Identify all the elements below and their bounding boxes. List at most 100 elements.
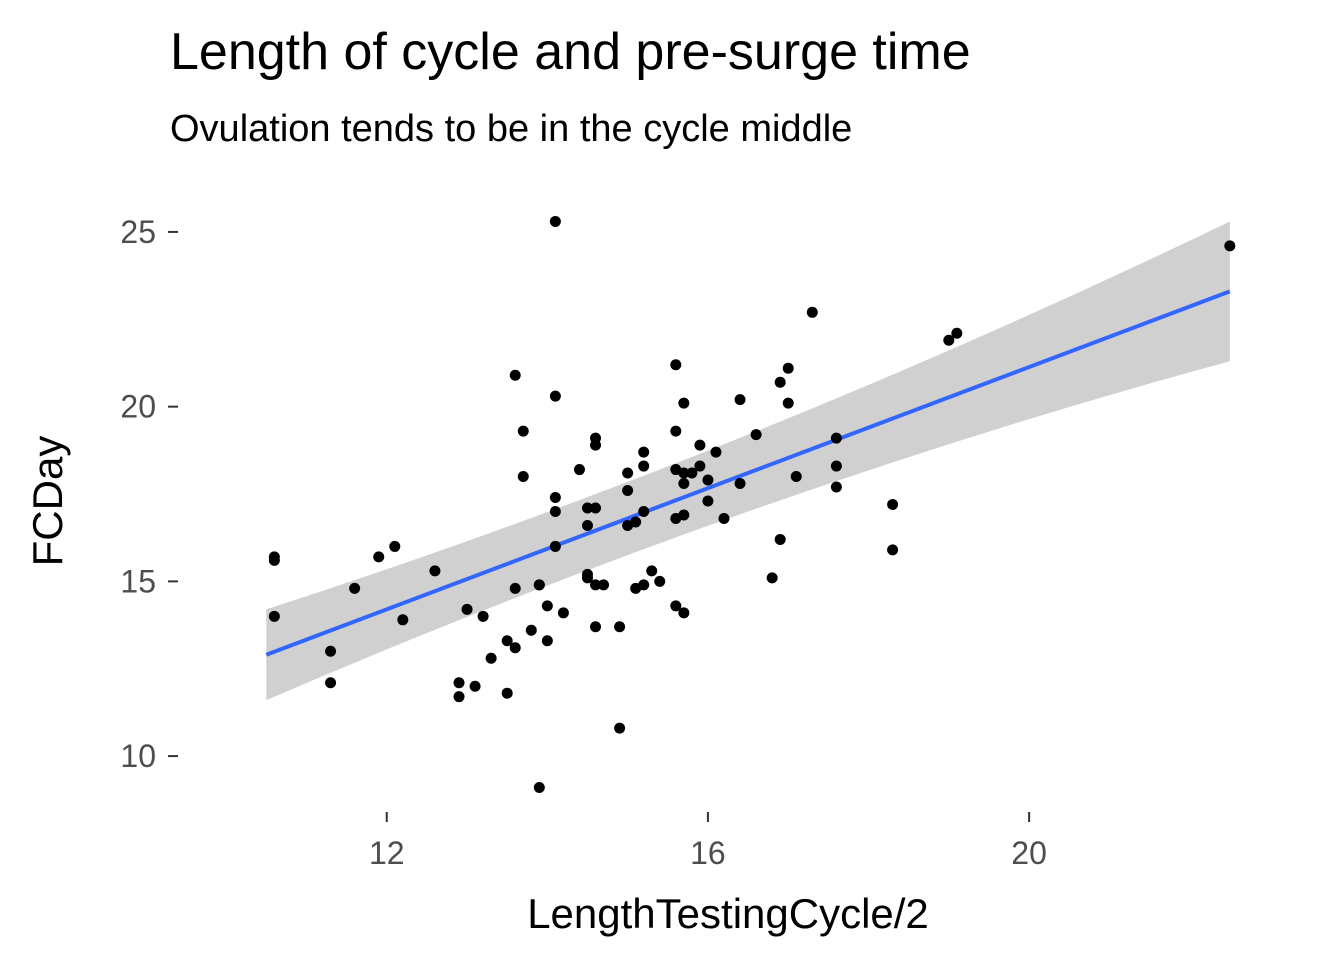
data-point — [654, 575, 666, 587]
data-point — [268, 551, 280, 563]
data-point — [373, 551, 385, 563]
data-point — [638, 460, 650, 472]
data-point — [774, 376, 786, 388]
data-point — [638, 446, 650, 458]
data-point — [830, 481, 842, 493]
data-point — [549, 505, 561, 517]
data-point — [429, 565, 441, 577]
x-tick-label: 16 — [690, 835, 726, 871]
chart-title: Length of cycle and pre-surge time — [170, 23, 971, 81]
x-tick-label: 20 — [1011, 835, 1047, 871]
y-axis: 10 15 20 25 — [120, 214, 178, 774]
chart-subtitle: Ovulation tends to be in the cycle middl… — [170, 108, 853, 150]
data-point — [590, 439, 602, 451]
data-point — [702, 495, 714, 507]
data-point — [509, 642, 521, 654]
data-point — [590, 621, 602, 633]
data-point — [533, 782, 545, 794]
data-point — [453, 677, 465, 689]
data-point — [549, 492, 561, 504]
y-tick-label: 15 — [120, 563, 156, 599]
data-point — [581, 519, 593, 531]
data-point — [887, 544, 899, 556]
data-point — [549, 390, 561, 402]
data-point — [678, 478, 690, 490]
data-point — [694, 460, 706, 472]
data-point — [782, 397, 794, 409]
fit-line-layer — [265, 289, 1231, 657]
data-point — [549, 540, 561, 552]
data-point — [670, 425, 682, 437]
data-point — [389, 540, 401, 552]
data-point — [951, 327, 963, 339]
x-axis-title: LengthTestingCycle/2 — [527, 890, 929, 937]
data-point — [887, 498, 899, 510]
data-point — [581, 572, 593, 584]
data-point — [397, 614, 409, 626]
data-point — [943, 334, 955, 346]
data-point — [646, 565, 658, 577]
data-point — [678, 397, 690, 409]
data-point — [525, 624, 537, 636]
data-point — [573, 464, 585, 476]
data-point — [790, 471, 802, 483]
data-point — [517, 471, 529, 483]
data-point — [750, 429, 762, 441]
confidence-band-layer — [266, 221, 1230, 701]
data-point — [469, 680, 481, 692]
data-point — [485, 652, 497, 664]
data-point — [694, 439, 706, 451]
data-point — [509, 369, 521, 381]
y-tick-label: 25 — [120, 214, 156, 250]
data-point — [718, 512, 730, 524]
data-point — [702, 474, 714, 486]
data-point — [678, 509, 690, 521]
data-point — [517, 425, 529, 437]
data-point — [734, 478, 746, 490]
data-point — [453, 691, 465, 703]
data-point — [325, 645, 337, 657]
data-point — [501, 635, 513, 647]
data-point — [670, 600, 682, 612]
data-point — [461, 603, 473, 615]
data-point — [830, 432, 842, 444]
data-point — [581, 502, 593, 514]
data-point — [549, 215, 561, 227]
fit-line — [265, 289, 1231, 657]
data-point — [830, 460, 842, 472]
data-point — [598, 579, 610, 591]
data-point — [533, 579, 545, 591]
data-point — [766, 572, 778, 584]
data-point — [782, 362, 794, 374]
data-point — [806, 306, 818, 318]
data-point — [734, 394, 746, 406]
data-point — [477, 610, 489, 622]
data-point — [614, 722, 626, 734]
data-point — [638, 505, 650, 517]
data-point — [325, 677, 337, 689]
data-point — [349, 582, 361, 594]
data-point — [622, 467, 634, 479]
y-tick-label: 10 — [120, 738, 156, 774]
y-axis-title: FCDay — [24, 436, 71, 567]
data-point — [509, 582, 521, 594]
data-point — [774, 533, 786, 545]
x-tick-label: 12 — [369, 835, 405, 871]
data-point — [501, 687, 513, 699]
data-point — [590, 579, 602, 591]
data-point — [541, 600, 553, 612]
data-point — [541, 635, 553, 647]
x-axis: 12 16 20 — [369, 812, 1047, 871]
data-point — [686, 467, 698, 479]
data-point — [710, 446, 722, 458]
data-point — [678, 607, 690, 619]
data-point — [678, 467, 690, 479]
data-point — [638, 579, 650, 591]
data-point — [670, 359, 682, 371]
confidence-band — [266, 221, 1230, 701]
data-point — [622, 485, 634, 497]
data-point — [268, 610, 280, 622]
data-point — [630, 516, 642, 528]
data-point — [614, 621, 626, 633]
